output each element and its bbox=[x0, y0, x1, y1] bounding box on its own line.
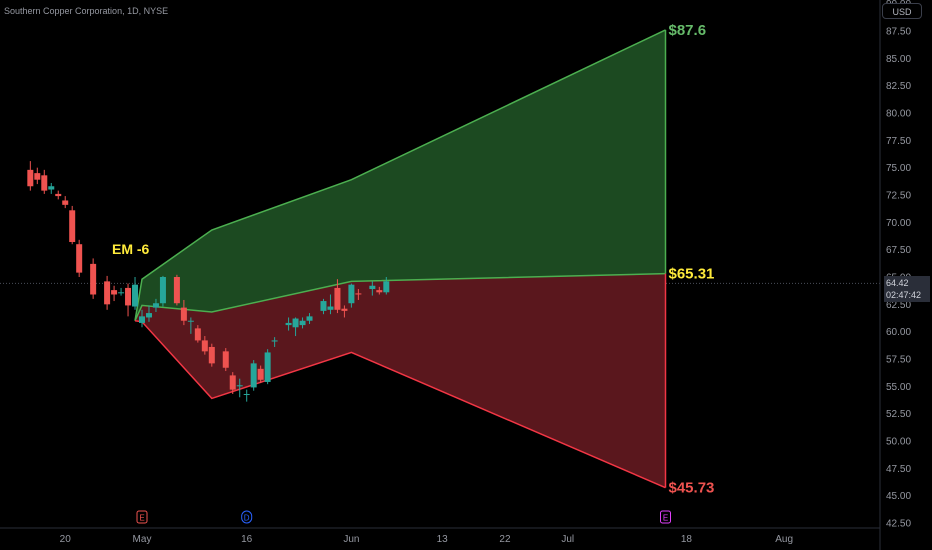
x-tick-label: Jul bbox=[561, 534, 574, 545]
y-tick-label: 50.00 bbox=[886, 437, 911, 448]
candle-body bbox=[348, 284, 355, 304]
y-tick-label: 82.50 bbox=[886, 81, 911, 92]
y-tick-label: 75.00 bbox=[886, 163, 911, 174]
expected-move-channels bbox=[134, 29, 667, 489]
candle-body bbox=[111, 290, 118, 295]
x-tick-label: Jun bbox=[343, 534, 359, 545]
channel-labels: $87.6 $65.31 $45.73 EM -6 bbox=[112, 22, 714, 497]
candle-body bbox=[383, 281, 390, 293]
lower-target-label: $45.73 bbox=[669, 480, 715, 497]
event-marker-badge bbox=[660, 510, 671, 524]
y-tick-label: 42.50 bbox=[886, 519, 911, 530]
y-tick-label: 77.50 bbox=[886, 136, 911, 147]
lower-channel-area bbox=[135, 273, 666, 488]
candle-body bbox=[41, 175, 48, 191]
event-marker-badge bbox=[241, 510, 253, 524]
candle-body bbox=[257, 368, 264, 380]
em-annotation: EM -6 bbox=[112, 241, 150, 257]
candle-body bbox=[299, 320, 306, 326]
candle-body bbox=[250, 363, 257, 388]
y-tick-label: 55.00 bbox=[886, 382, 911, 393]
candle-body bbox=[285, 322, 292, 326]
candle-body bbox=[327, 306, 334, 310]
candle-body bbox=[243, 393, 250, 395]
candle-body bbox=[229, 375, 236, 390]
candle-body bbox=[69, 210, 76, 243]
y-tick-label: 70.00 bbox=[886, 218, 911, 229]
y-axis-background bbox=[880, 0, 932, 550]
candle-body bbox=[76, 244, 83, 273]
candle-body bbox=[222, 351, 229, 368]
event-marker-label: E bbox=[663, 514, 668, 523]
chart-title: Southern Copper Corporation, 1D, NYSE bbox=[4, 6, 169, 16]
candle-body bbox=[201, 340, 208, 352]
candle-body bbox=[369, 285, 376, 290]
event-marker-label: D bbox=[244, 514, 250, 523]
candle-body bbox=[187, 320, 194, 322]
last-price-value: 64.42 bbox=[886, 278, 909, 288]
x-tick-label: 16 bbox=[241, 534, 253, 545]
candle-body bbox=[341, 308, 348, 311]
bar-countdown: 02:47:42 bbox=[886, 290, 922, 300]
x-tick-label: 18 bbox=[681, 534, 693, 545]
candle-body bbox=[271, 340, 278, 342]
mid-channel-line bbox=[134, 272, 666, 322]
y-tick-label: 72.50 bbox=[886, 191, 911, 202]
upper-channel-area bbox=[135, 29, 666, 321]
y-tick-label: 67.50 bbox=[886, 245, 911, 256]
candle-body bbox=[320, 301, 327, 311]
x-tick-label: 20 bbox=[60, 534, 72, 545]
y-tick-label: 60.00 bbox=[886, 327, 911, 338]
candle-body bbox=[34, 173, 41, 180]
x-axis[interactable]: 20 May 16 Jun 13 22 Jul 18 Aug bbox=[0, 527, 880, 545]
candle-body bbox=[236, 385, 243, 387]
y-tick-label: 57.50 bbox=[886, 355, 911, 366]
candle-body bbox=[159, 277, 166, 304]
upper-target-label: $87.6 bbox=[669, 22, 707, 39]
x-tick-label: May bbox=[133, 534, 152, 545]
candle-body bbox=[292, 318, 299, 328]
candle-body bbox=[118, 292, 125, 294]
candle-body bbox=[48, 186, 55, 190]
candles bbox=[27, 161, 390, 402]
candle-body bbox=[334, 287, 341, 310]
candle-body bbox=[139, 316, 145, 323]
event-marker-badge bbox=[136, 510, 148, 524]
x-tick-label: 13 bbox=[437, 534, 449, 545]
candle-body bbox=[152, 303, 159, 308]
candle-body bbox=[62, 200, 69, 205]
candle-body bbox=[145, 313, 152, 318]
x-tick-label: 22 bbox=[499, 534, 511, 545]
candle-body bbox=[180, 307, 187, 321]
candle-body bbox=[55, 193, 62, 197]
candle-body bbox=[355, 293, 362, 295]
upper-channel-line bbox=[134, 29, 666, 321]
y-tick-label: 80.00 bbox=[886, 109, 911, 120]
candle-body bbox=[104, 281, 111, 305]
candle-body bbox=[90, 263, 97, 295]
y-axis[interactable]: 42.50 45.00 47.50 50.00 52.50 55.00 57.50 60.00… bbox=[879, 0, 932, 550]
y-tick-label: 87.50 bbox=[886, 27, 911, 38]
y-tick-label: 45.00 bbox=[886, 491, 911, 502]
candle-body bbox=[376, 290, 383, 293]
candle-body bbox=[194, 328, 201, 341]
y-tick-label: 52.50 bbox=[886, 409, 911, 420]
candle-body bbox=[306, 316, 313, 321]
currency-button[interactable]: USD bbox=[882, 3, 922, 19]
last-price-tag: 64.42 02:47:42 bbox=[884, 276, 930, 302]
mid-target-label: $65.31 bbox=[669, 266, 715, 283]
candle-body bbox=[264, 352, 271, 382]
y-tick-label: 47.50 bbox=[886, 464, 911, 475]
event-marker-label: E bbox=[139, 514, 144, 523]
candle-body bbox=[27, 169, 34, 187]
candle-body bbox=[208, 346, 215, 364]
y-tick-label: 62.50 bbox=[886, 300, 911, 311]
y-tick-label: 85.00 bbox=[886, 54, 911, 65]
candle-body bbox=[173, 277, 180, 304]
candle-body bbox=[132, 284, 139, 307]
x-tick-label: Aug bbox=[775, 534, 793, 545]
candle-body bbox=[125, 287, 132, 306]
